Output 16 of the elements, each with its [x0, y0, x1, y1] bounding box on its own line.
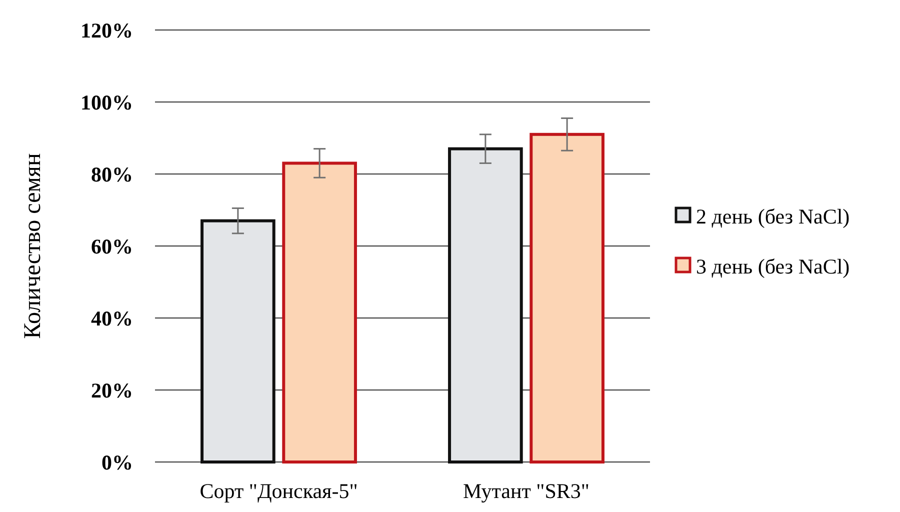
legend-label: 2 день (без NaCl) [696, 204, 850, 228]
y-tick-label: 120% [80, 18, 133, 42]
y-tick-label: 80% [91, 162, 133, 186]
y-tick-label: 40% [91, 306, 133, 330]
y-tick-label: 60% [91, 234, 133, 258]
y-tick-label: 20% [91, 378, 133, 402]
legend-label: 3 день (без NaCl) [696, 254, 850, 278]
bar [200, 219, 276, 464]
y-tick-label: 0% [102, 450, 133, 474]
y-axis-title: Количество семян [20, 153, 46, 339]
x-tick-label: Мутант "SR3" [463, 479, 590, 503]
bar [530, 132, 604, 464]
bar [448, 147, 523, 464]
x-tick-label: Сорт "Донская-5" [200, 479, 358, 503]
bar [282, 162, 357, 464]
y-tick-label: 100% [80, 90, 133, 114]
